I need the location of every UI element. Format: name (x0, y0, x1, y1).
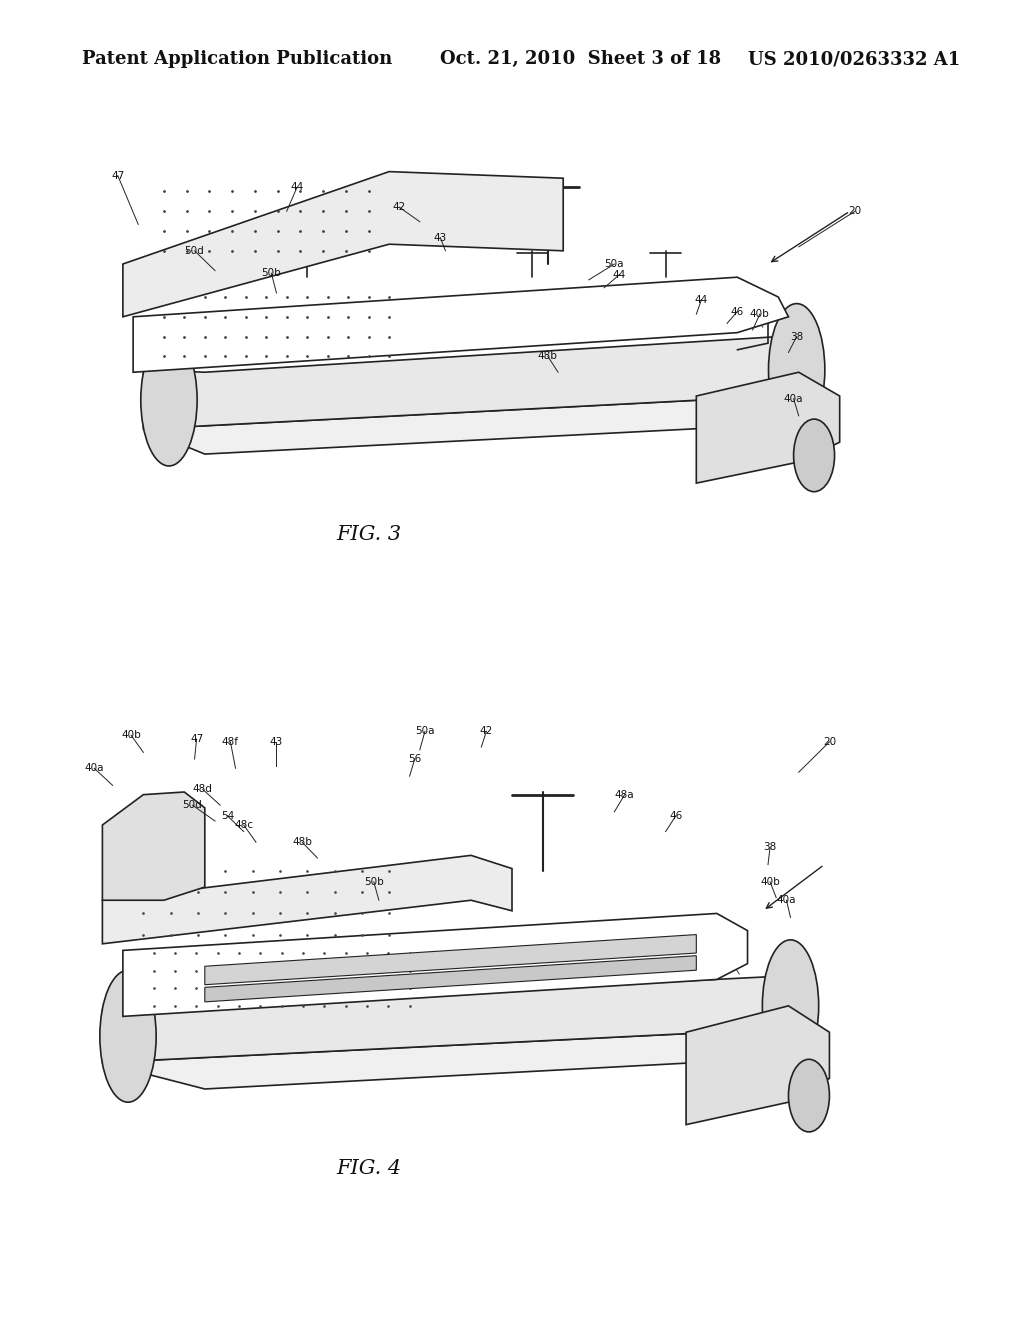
Ellipse shape (768, 304, 825, 436)
Text: 50d: 50d (182, 800, 203, 810)
Text: 48a: 48a (614, 789, 635, 800)
Ellipse shape (100, 970, 156, 1102)
Text: 50a: 50a (415, 726, 435, 737)
Text: 40b: 40b (121, 730, 141, 741)
Text: 54: 54 (221, 810, 233, 821)
Polygon shape (123, 913, 748, 1016)
Text: 48d: 48d (193, 784, 213, 795)
Text: 38: 38 (791, 331, 803, 342)
Text: 48b: 48b (292, 837, 312, 847)
Polygon shape (205, 935, 696, 985)
Text: 56: 56 (409, 754, 421, 764)
Ellipse shape (141, 334, 197, 466)
Text: 47: 47 (112, 170, 124, 181)
Polygon shape (133, 277, 788, 372)
Text: 50a: 50a (604, 259, 625, 269)
Text: 40a: 40a (84, 763, 104, 774)
Text: 44: 44 (291, 182, 303, 193)
Text: 48f: 48f (222, 737, 239, 747)
Polygon shape (143, 337, 778, 429)
Text: 42: 42 (393, 202, 406, 213)
Text: Oct. 21, 2010  Sheet 3 of 18: Oct. 21, 2010 Sheet 3 of 18 (440, 50, 722, 69)
Ellipse shape (794, 420, 835, 491)
Text: 48c: 48c (234, 820, 253, 830)
Ellipse shape (788, 1059, 829, 1131)
Text: 40a: 40a (776, 895, 797, 906)
Text: 50b: 50b (364, 876, 384, 887)
Polygon shape (102, 792, 205, 900)
Text: 20: 20 (823, 737, 836, 747)
Text: 46: 46 (670, 810, 682, 821)
Polygon shape (205, 956, 696, 1002)
Text: 38: 38 (764, 842, 776, 853)
Text: 47: 47 (190, 734, 203, 744)
Text: 42: 42 (480, 726, 493, 737)
Text: 50b: 50b (261, 268, 282, 279)
Polygon shape (102, 977, 768, 1063)
Text: 44: 44 (695, 294, 708, 305)
Text: FIG. 3: FIG. 3 (336, 525, 401, 544)
Text: 40b: 40b (750, 309, 770, 319)
Text: 43: 43 (434, 232, 446, 243)
Polygon shape (143, 396, 819, 454)
Text: 50d: 50d (184, 246, 205, 256)
Text: FIG. 4: FIG. 4 (336, 1159, 401, 1177)
Polygon shape (102, 1030, 819, 1089)
Polygon shape (696, 372, 840, 483)
Text: 20: 20 (849, 206, 861, 216)
Text: US 2010/0263332 A1: US 2010/0263332 A1 (748, 50, 959, 69)
Polygon shape (123, 172, 563, 317)
Text: 40a: 40a (783, 393, 804, 404)
Text: 40b: 40b (760, 876, 780, 887)
Ellipse shape (762, 940, 819, 1072)
Polygon shape (686, 1006, 829, 1125)
Text: 44: 44 (613, 269, 626, 280)
Polygon shape (102, 855, 512, 944)
Text: Patent Application Publication: Patent Application Publication (82, 50, 392, 69)
Text: 46: 46 (731, 306, 743, 317)
Text: 48b: 48b (538, 351, 558, 362)
Text: 43: 43 (270, 737, 283, 747)
